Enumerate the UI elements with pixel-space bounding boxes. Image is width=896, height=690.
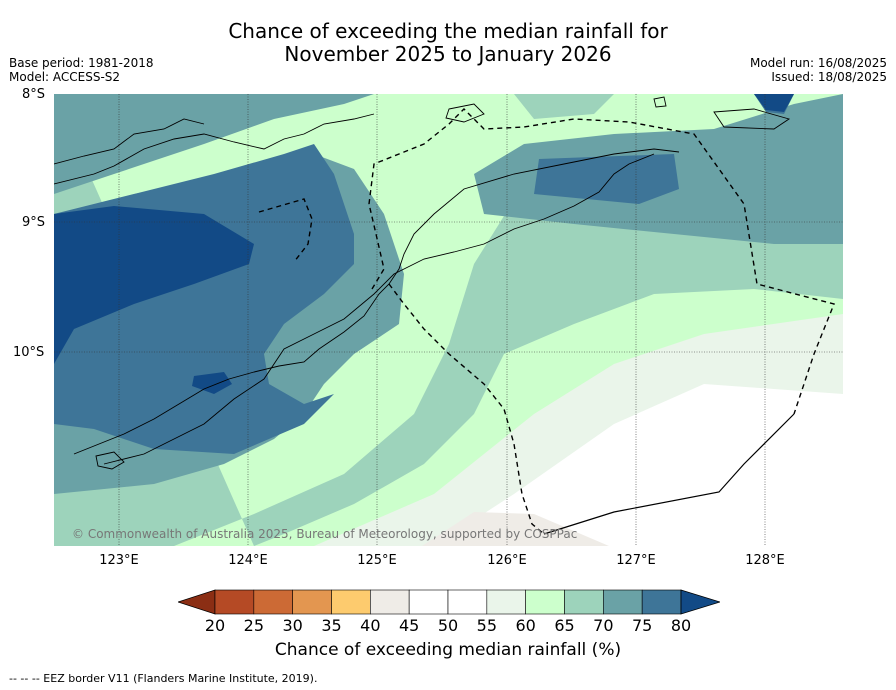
band-40-45 xyxy=(422,512,609,546)
colorbar-swatch xyxy=(564,589,604,615)
meta-right: Model run: 16/08/2025 Issued: 18/08/2025 xyxy=(750,56,887,84)
meta-left: Base period: 1981-2018 Model: ACCESS-S2 xyxy=(9,56,154,84)
grid-lines xyxy=(54,94,843,546)
wetar-island xyxy=(713,108,791,130)
colorbar-swatch xyxy=(525,589,565,615)
eez-border-solid xyxy=(543,413,795,535)
colorbar-swatch xyxy=(214,589,255,615)
colorbar-tick-label: 75 xyxy=(631,616,653,635)
title-line-1: Chance of exceeding the median rainfall … xyxy=(228,19,668,43)
colorbar-extend-low xyxy=(178,589,216,615)
lon-label-128e: 128°E xyxy=(745,553,785,568)
colorbar xyxy=(178,589,720,615)
model-run: Model run: 16/08/2025 xyxy=(749,56,887,70)
map-title: Chance of exceeding the median rainfall … xyxy=(0,20,896,66)
lon-label-127e: 127°E xyxy=(616,553,656,568)
band-75-80 xyxy=(54,94,794,454)
colorbar-swatch xyxy=(603,589,643,615)
colorbar-swatch xyxy=(447,589,488,615)
colorbar-tick-label: 30 xyxy=(282,616,303,635)
lon-label-123e: 123°E xyxy=(99,553,139,568)
colorbar-extend-high xyxy=(680,589,720,615)
eez-border-main xyxy=(368,108,835,415)
colorbar-tick-label: 35 xyxy=(321,616,342,635)
lat-label-9s: 9°S xyxy=(22,215,46,230)
colorbar-tick-label: 45 xyxy=(398,616,420,635)
copyright-notice: © Commonwealth of Australia 2025, Bureau… xyxy=(72,527,578,541)
colorbar-swatch xyxy=(408,589,449,615)
lon-label-125e: 125°E xyxy=(357,553,397,568)
lat-label-10s: 10°S xyxy=(13,345,45,360)
issued-date: Issued: 18/08/2025 xyxy=(771,70,887,84)
eez-border xyxy=(258,108,835,535)
colorbar-tick-label: 20 xyxy=(204,616,226,635)
colorbar-tick-label: 50 xyxy=(437,616,459,635)
colorbar-swatch xyxy=(370,589,410,615)
alor-island xyxy=(445,103,485,123)
flores-coast xyxy=(54,113,375,185)
lat-label-8s: 8°S xyxy=(22,87,46,102)
eez-border-south xyxy=(388,283,545,535)
colorbar-label: Chance of exceeding median rainfall (%) xyxy=(274,640,622,660)
lon-label-124e: 124°E xyxy=(228,553,268,568)
colorbar-swatch xyxy=(253,589,293,615)
colorbar-tick-label: 55 xyxy=(476,616,497,635)
colorbar-swatch xyxy=(292,589,332,615)
rote-island xyxy=(95,451,125,470)
colorbar-swatch xyxy=(641,589,682,615)
coastlines xyxy=(54,96,791,470)
small-island xyxy=(653,96,667,108)
colorbar-tick-label: 40 xyxy=(360,616,381,635)
rainfall-map xyxy=(54,94,843,546)
band-above-80 xyxy=(54,94,794,394)
colorbar-swatch xyxy=(486,589,526,615)
colorbar-tick-label: 25 xyxy=(243,616,264,635)
contour-fills xyxy=(54,94,843,546)
eez-border-north xyxy=(258,198,313,263)
eez-footnote: -- -- -- EEZ border V11 (Flanders Marine… xyxy=(9,672,318,685)
base-period: Base period: 1981-2018 xyxy=(9,56,154,70)
lon-label-126e: 126°E xyxy=(487,553,527,568)
timor-coast-south xyxy=(103,153,655,465)
colorbar-tick-label: 70 xyxy=(593,616,614,635)
colorbar-swatch xyxy=(331,589,371,615)
colorbar-tick-label: 80 xyxy=(670,616,692,635)
model-name: Model: ACCESS-S2 xyxy=(9,70,121,84)
colorbar-tick-label: 60 xyxy=(515,616,536,635)
title-line-2: November 2025 to January 2026 xyxy=(284,42,612,66)
timor-coast-north xyxy=(73,148,680,455)
flores-coast-south xyxy=(54,118,205,165)
colorbar-tick-label: 65 xyxy=(554,616,575,635)
band-50-55 xyxy=(434,384,843,546)
